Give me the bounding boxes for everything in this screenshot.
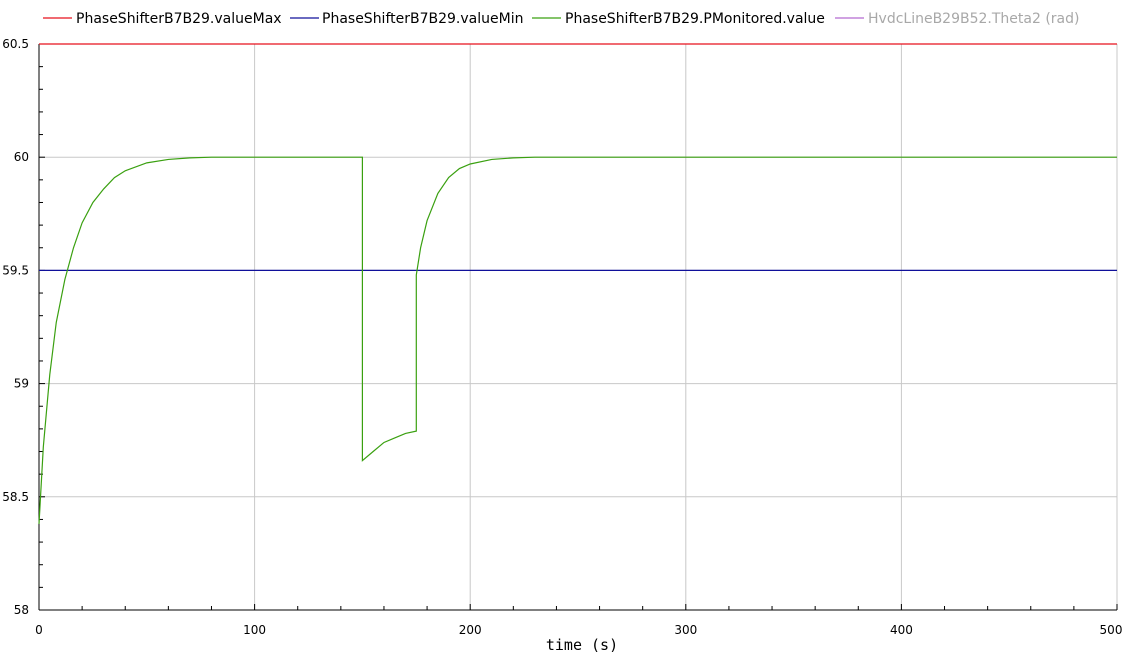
y-tick-label: 59 bbox=[14, 377, 29, 391]
y-tick-label: 58 bbox=[14, 603, 29, 617]
x-tick-label: 0 bbox=[35, 623, 43, 637]
legend-entry-valuemax[interactable]: PhaseShifterB7B29.valueMax bbox=[43, 11, 282, 27]
x-tick-label: 400 bbox=[890, 623, 913, 637]
legend-label-valuemin: PhaseShifterB7B29.valueMin bbox=[322, 11, 523, 27]
legend-entry-valuemin[interactable]: PhaseShifterB7B29.valueMin bbox=[290, 11, 523, 27]
x-tick-label: 100 bbox=[243, 623, 266, 637]
series-line-pmonitored bbox=[38, 156, 1117, 525]
x-tick-label: 200 bbox=[459, 623, 482, 637]
y-tick-label: 58.5 bbox=[2, 490, 29, 504]
axes bbox=[38, 44, 1118, 611]
x-axis-label: time (s) bbox=[546, 636, 618, 654]
y-tick-label: 59.5 bbox=[2, 263, 29, 277]
legend: PhaseShifterB7B29.valueMax PhaseShifterB… bbox=[43, 11, 1079, 27]
legend-label-theta2: HvdcLineB29B52.Theta2 (rad) bbox=[868, 11, 1079, 27]
legend-label-valuemax: PhaseShifterB7B29.valueMax bbox=[76, 11, 282, 27]
x-tick-label: 500 bbox=[1100, 623, 1123, 637]
grid bbox=[39, 43, 1118, 610]
plot-series bbox=[38, 43, 1117, 525]
ticks: 0 100 200 300 400 500 58 58.5 59 59.5 60 60.5 bbox=[2, 37, 1122, 637]
legend-label-pmonitored: PhaseShifterB7B29.PMonitored.value bbox=[565, 11, 825, 27]
x-tick-label: 300 bbox=[674, 623, 697, 637]
legend-entry-pmonitored[interactable]: PhaseShifterB7B29.PMonitored.value bbox=[532, 11, 825, 27]
legend-entry-theta2[interactable]: HvdcLineB29B52.Theta2 (rad) bbox=[835, 11, 1079, 27]
y-tick-label: 60.5 bbox=[2, 37, 29, 51]
y-tick-label: 60 bbox=[14, 150, 29, 164]
